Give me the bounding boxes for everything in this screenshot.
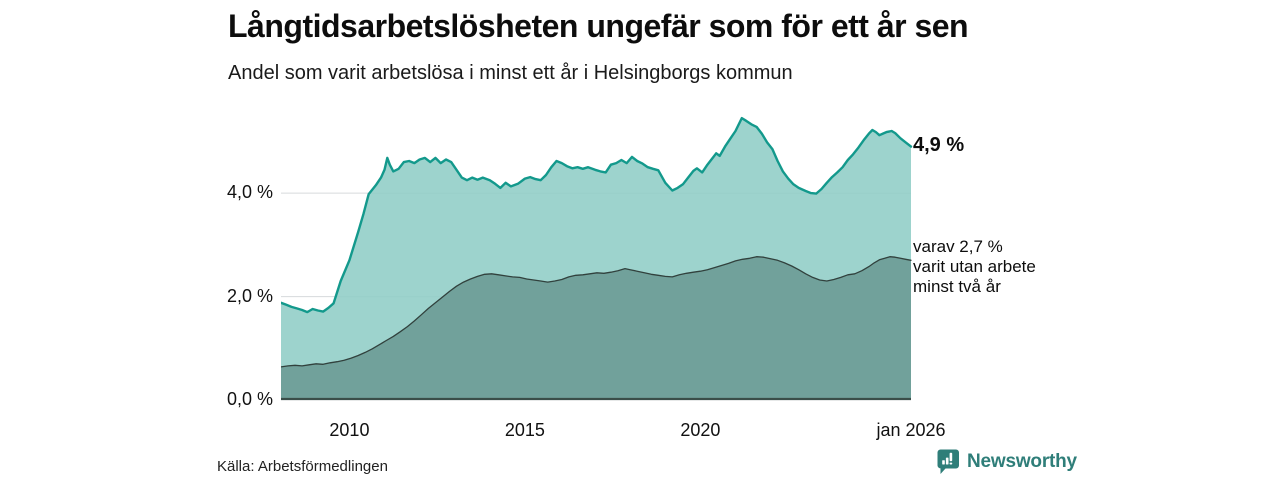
x-tick-label: 2010 [329,420,370,440]
y-tick-label: 0,0 % [226,389,273,409]
y-tick-label: 2,0 % [226,285,273,306]
newsworthy-icon [937,449,959,474]
brand-logo: Newsworthy [937,449,1077,475]
annotation-two-year-line3: minst två år [913,277,1001,296]
area-series-1 [281,256,911,400]
line-series-0 [281,116,913,314]
brand-name: Newsworthy [967,451,1077,472]
page-title: Långtidsarbetslösheten ungefär som för e… [228,8,969,44]
y-tick-label: 4,0 % [226,182,273,203]
page-subtitle: Andel som varit arbetslösa i minst ett å… [228,62,793,84]
annotation-latest-total: 4,9 % [913,134,965,156]
area-chart-svg [281,116,913,401]
x-tick-label: jan 2026 [876,420,946,440]
line-series-1 [281,256,912,368]
source-note: Källa: Arbetsförmedlingen [217,458,388,475]
annotation-two-year-line2: varit utan arbete [913,257,1036,276]
x-tick-label: 2015 [504,420,545,440]
annotation-two-year: varav 2,7 % varit utan arbete minst två … [913,237,1036,297]
annotation-two-year-line1: varav 2,7 % [913,237,1003,256]
x-tick-label: 2020 [680,420,721,440]
